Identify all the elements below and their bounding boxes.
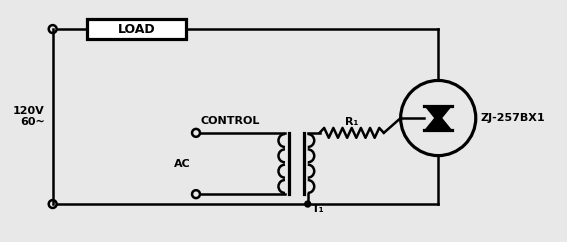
Text: R₁: R₁ (345, 117, 358, 127)
Text: ZJ-257BX1: ZJ-257BX1 (481, 113, 545, 123)
Polygon shape (425, 106, 451, 122)
FancyBboxPatch shape (87, 19, 186, 39)
Polygon shape (425, 114, 451, 130)
Text: T₁: T₁ (312, 204, 324, 214)
Text: 120V
60~: 120V 60~ (13, 106, 45, 127)
Circle shape (304, 201, 311, 207)
Text: CONTROL: CONTROL (201, 116, 260, 126)
Text: LOAD: LOAD (118, 23, 155, 36)
Text: AC: AC (174, 159, 191, 168)
